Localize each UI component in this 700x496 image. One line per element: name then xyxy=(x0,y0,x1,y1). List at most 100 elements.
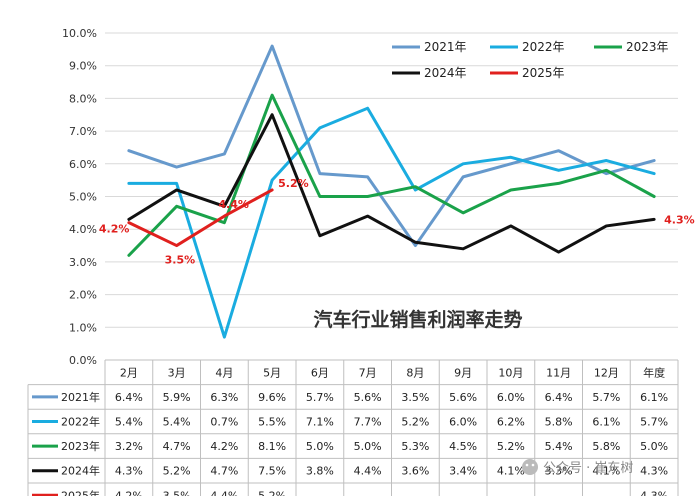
y-axis-ticks: 0.0% 1.0% 2.0% 3.0% 4.0% 5.0% 6.0% 7.0% 8.0% 9.0%… xyxy=(62,27,97,367)
y-tick-label: 2.0% xyxy=(69,289,97,302)
table-cell: 4.7% xyxy=(163,440,191,453)
table-row: 2025年 4.2% 3.5% 4.4% 5.2% 4.3% xyxy=(32,488,668,496)
legend-item-2021年: 2021年 xyxy=(392,40,467,54)
table-cell: 4.4% xyxy=(354,465,382,478)
table-cell: 4.1% xyxy=(592,465,620,478)
watermark: 公众号 · 崔东树 xyxy=(522,459,633,476)
series-line-2021年 xyxy=(127,44,656,248)
y-tick-label: 8.0% xyxy=(69,92,97,105)
wechat-icon-eye-right xyxy=(531,463,535,467)
table-cell: 5.2% xyxy=(401,416,429,429)
table-cell: 5.0% xyxy=(640,440,668,453)
x-tick-label: 10月 xyxy=(498,366,523,379)
x-tick-label: 12月 xyxy=(594,366,619,379)
table-cell: 4.7% xyxy=(210,465,238,478)
x-tick-label: 8月 xyxy=(406,366,424,379)
table-cell: 6.4% xyxy=(115,391,143,404)
table-row: 2023年 3.2% 4.7% 4.2% 8.1% 5.0% 5.0% 5.3% 4.5% 5.2… xyxy=(32,439,668,453)
y-tick-label: 6.0% xyxy=(69,158,97,171)
table-cell: 8.1% xyxy=(258,440,286,453)
table-cell: 7.7% xyxy=(354,416,382,429)
legend-label: 2025年 xyxy=(522,66,565,80)
annotations: 4.2% 3.5% 4.4% 5.2% 4.3% xyxy=(99,177,695,267)
table-row-label: 2021年 xyxy=(61,390,100,404)
table-row: 2024年 4.3% 5.2% 4.7% 7.5% 3.8% 4.4% 3.6% 3.4% 4.1… xyxy=(32,464,668,478)
wechat-icon-eye-left xyxy=(525,463,529,467)
data-annotation: 3.5% xyxy=(165,254,196,267)
y-tick-label: 4.0% xyxy=(69,223,97,236)
table-cell: 4.2% xyxy=(115,489,143,496)
x-tick-label: 3月 xyxy=(168,366,186,379)
legend-label: 2021年 xyxy=(424,40,467,54)
y-tick-label: 5.0% xyxy=(69,191,97,204)
table-row-label: 2023年 xyxy=(61,439,100,453)
y-tick-label: 0.0% xyxy=(69,354,97,367)
data-annotation: 4.2% xyxy=(99,223,130,236)
watermark-text: 公众号 · 崔东树 xyxy=(543,460,633,476)
table-cell: 0.7% xyxy=(210,416,238,429)
table-cell: 3.3% xyxy=(545,465,573,478)
x-tick-label: 11月 xyxy=(546,366,571,379)
x-tick-label: 4月 xyxy=(215,366,233,379)
legend-label: 2022年 xyxy=(522,40,565,54)
table-cell: 3.5% xyxy=(163,489,191,496)
table-cell: 5.0% xyxy=(354,440,382,453)
table-row: 2022年 5.4% 5.4% 0.7% 5.5% 7.1% 7.7% 5.2% 6.0% 6.2… xyxy=(32,415,668,429)
y-tick-label: 3.0% xyxy=(69,256,97,269)
table-cell: 5.5% xyxy=(258,416,286,429)
y-tick-label: 9.0% xyxy=(69,60,97,73)
x-tick-label: 年度 xyxy=(643,365,665,379)
table-cell: 5.2% xyxy=(258,489,286,496)
table-cell: 5.4% xyxy=(115,416,143,429)
legend-item-2023年: 2023年 xyxy=(594,40,669,54)
table-cell: 5.9% xyxy=(163,391,191,404)
x-tick-label: 6月 xyxy=(311,366,329,379)
table-cell: 5.0% xyxy=(306,440,334,453)
table-cell: 3.4% xyxy=(449,465,477,478)
table-cell: 6.0% xyxy=(449,416,477,429)
data-annotation: 4.4% xyxy=(218,198,249,211)
table-cell: 4.2% xyxy=(210,440,238,453)
table-cell: 5.4% xyxy=(163,416,191,429)
legend-item-2024年: 2024年 xyxy=(392,66,467,80)
legend-label: 2023年 xyxy=(626,40,669,54)
table-cell: 6.4% xyxy=(545,391,573,404)
chart-title: 汽车行业销售利润率走势 xyxy=(313,308,522,331)
legend: 2021年 2022年 2023年 2024年 2025年 xyxy=(392,40,669,80)
series-lines xyxy=(127,44,656,339)
table-cell: 4.3% xyxy=(640,465,668,478)
x-tick-label: 9月 xyxy=(454,366,472,379)
table-cell: 3.2% xyxy=(115,440,143,453)
y-tick-label: 7.0% xyxy=(69,125,97,138)
table-cell: 5.2% xyxy=(163,465,191,478)
legend-label: 2024年 xyxy=(424,66,467,80)
wechat-icon xyxy=(522,459,538,475)
data-annotation: 4.3% xyxy=(664,213,695,226)
table-cell: 5.7% xyxy=(640,416,668,429)
table-cell: 4.5% xyxy=(449,440,477,453)
table-row-label: 2022年 xyxy=(61,415,100,429)
table-cell: 4.1% xyxy=(497,465,525,478)
table-cell: 6.3% xyxy=(210,391,238,404)
table-cell: 5.7% xyxy=(592,391,620,404)
table-cell: 5.4% xyxy=(545,440,573,453)
table-cell: 4.3% xyxy=(115,465,143,478)
gridlines xyxy=(105,32,678,361)
y-tick-label: 10.0% xyxy=(62,27,97,40)
table-cell: 4.4% xyxy=(210,489,238,496)
x-tick-label: 5月 xyxy=(263,366,281,379)
table-cell: 5.3% xyxy=(401,440,429,453)
table-cell: 6.2% xyxy=(497,416,525,429)
table-cell: 7.5% xyxy=(258,465,286,478)
table-cell: 9.6% xyxy=(258,391,286,404)
table-cell: 6.1% xyxy=(640,391,668,404)
legend-item-2022年: 2022年 xyxy=(490,40,565,54)
table-cell: 5.6% xyxy=(354,391,382,404)
x-tick-label: 7月 xyxy=(359,366,377,379)
y-tick-label: 1.0% xyxy=(69,321,97,334)
table-cell: 3.5% xyxy=(401,391,429,404)
x-tick-label: 2月 xyxy=(120,366,138,379)
table-cell: 6.1% xyxy=(592,416,620,429)
table-row-label: 2024年 xyxy=(61,464,100,478)
